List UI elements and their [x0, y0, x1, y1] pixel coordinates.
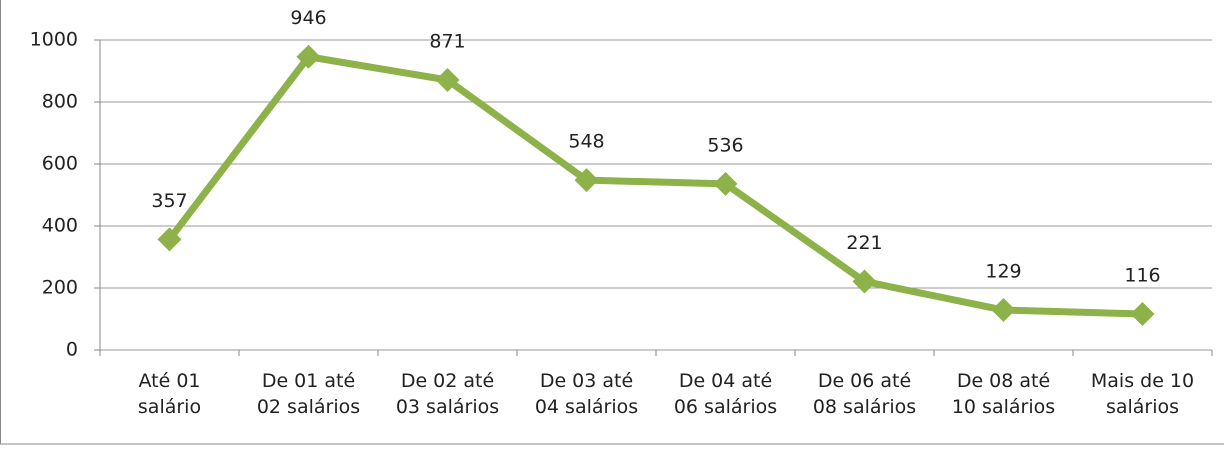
data-label: 116: [1124, 265, 1160, 287]
x-tick-label: De 03 até 04 salários: [534, 370, 639, 418]
x-tick-label: De 01 até 02 salários: [256, 370, 361, 418]
marker: [991, 298, 1016, 323]
y-tick-label: 600: [42, 153, 78, 175]
data-label: 129: [985, 261, 1021, 283]
data-label: 221: [846, 232, 882, 254]
marker: [852, 269, 877, 294]
data-label: 548: [568, 131, 604, 153]
marker: [435, 67, 460, 92]
x-tick-label: Mais de 10 salários: [1090, 370, 1195, 418]
marker: [713, 171, 738, 196]
data-label: 536: [707, 134, 743, 156]
x-tick-label: De 04 até 06 salários: [673, 370, 778, 418]
data-label: 946: [290, 7, 326, 29]
marker: [157, 227, 182, 252]
y-tick-label: 400: [42, 215, 78, 237]
data-line: [166, 53, 1143, 318]
y-tick-label: 1000: [30, 29, 78, 51]
x-tick-label: De 06 até 08 salários: [812, 370, 917, 418]
y-tick-label: 800: [42, 91, 78, 113]
marker: [296, 44, 321, 69]
marker: [574, 168, 599, 193]
x-tick-label: De 02 até 03 salários: [395, 370, 500, 418]
marker: [1130, 302, 1155, 327]
x-tick-label: Até 01 salário: [137, 370, 202, 418]
data-label: 357: [151, 190, 187, 212]
data-label: 871: [429, 30, 465, 52]
y-tick-label: 200: [42, 277, 78, 299]
y-tick-label: 0: [66, 339, 78, 361]
x-tick-label: De 08 até 10 salários: [951, 370, 1056, 418]
